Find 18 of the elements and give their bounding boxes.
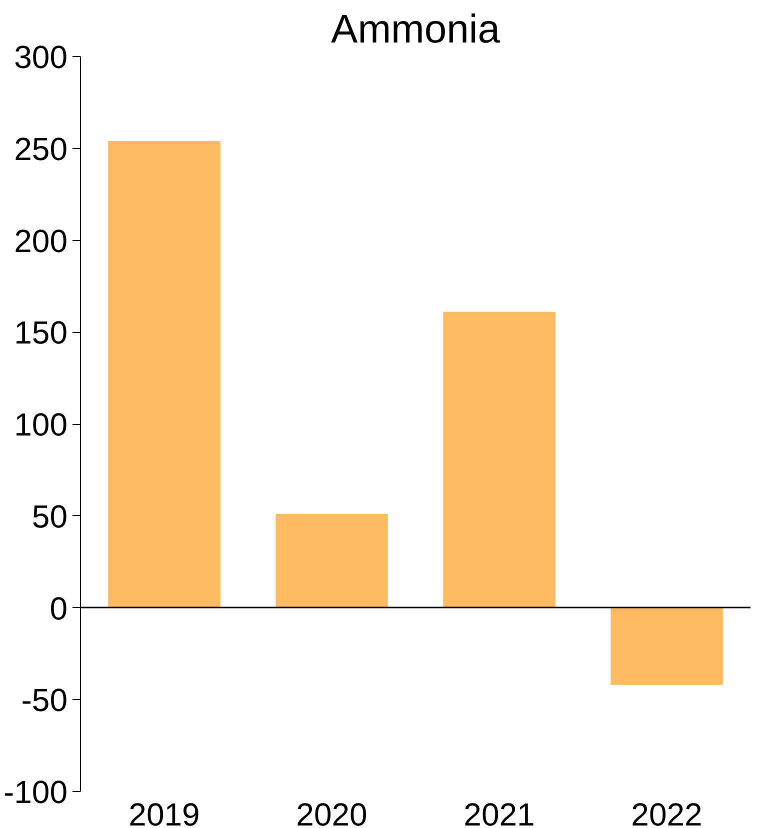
y-tick-label: 150 — [14, 314, 68, 351]
bar — [610, 608, 723, 685]
chart-title: Ammonia — [331, 8, 501, 52]
y-tick-label: -100 — [3, 774, 68, 810]
x-tick-label: 2022 — [631, 796, 702, 828]
x-tick-label: 2020 — [296, 796, 368, 828]
y-tick-label: 100 — [14, 406, 68, 442]
y-tick-label: 300 — [14, 39, 68, 75]
y-tick-label: 0 — [50, 590, 68, 626]
y-tick-label: 250 — [14, 130, 68, 167]
y-tick-label: -50 — [21, 682, 68, 718]
bar — [443, 312, 556, 608]
y-tick-label: 200 — [14, 222, 68, 259]
bar — [108, 141, 220, 608]
x-tick-label: 2021 — [464, 796, 535, 828]
y-tick-label: 50 — [32, 498, 68, 534]
bar — [276, 514, 388, 608]
x-tick-label: 2019 — [128, 796, 200, 828]
